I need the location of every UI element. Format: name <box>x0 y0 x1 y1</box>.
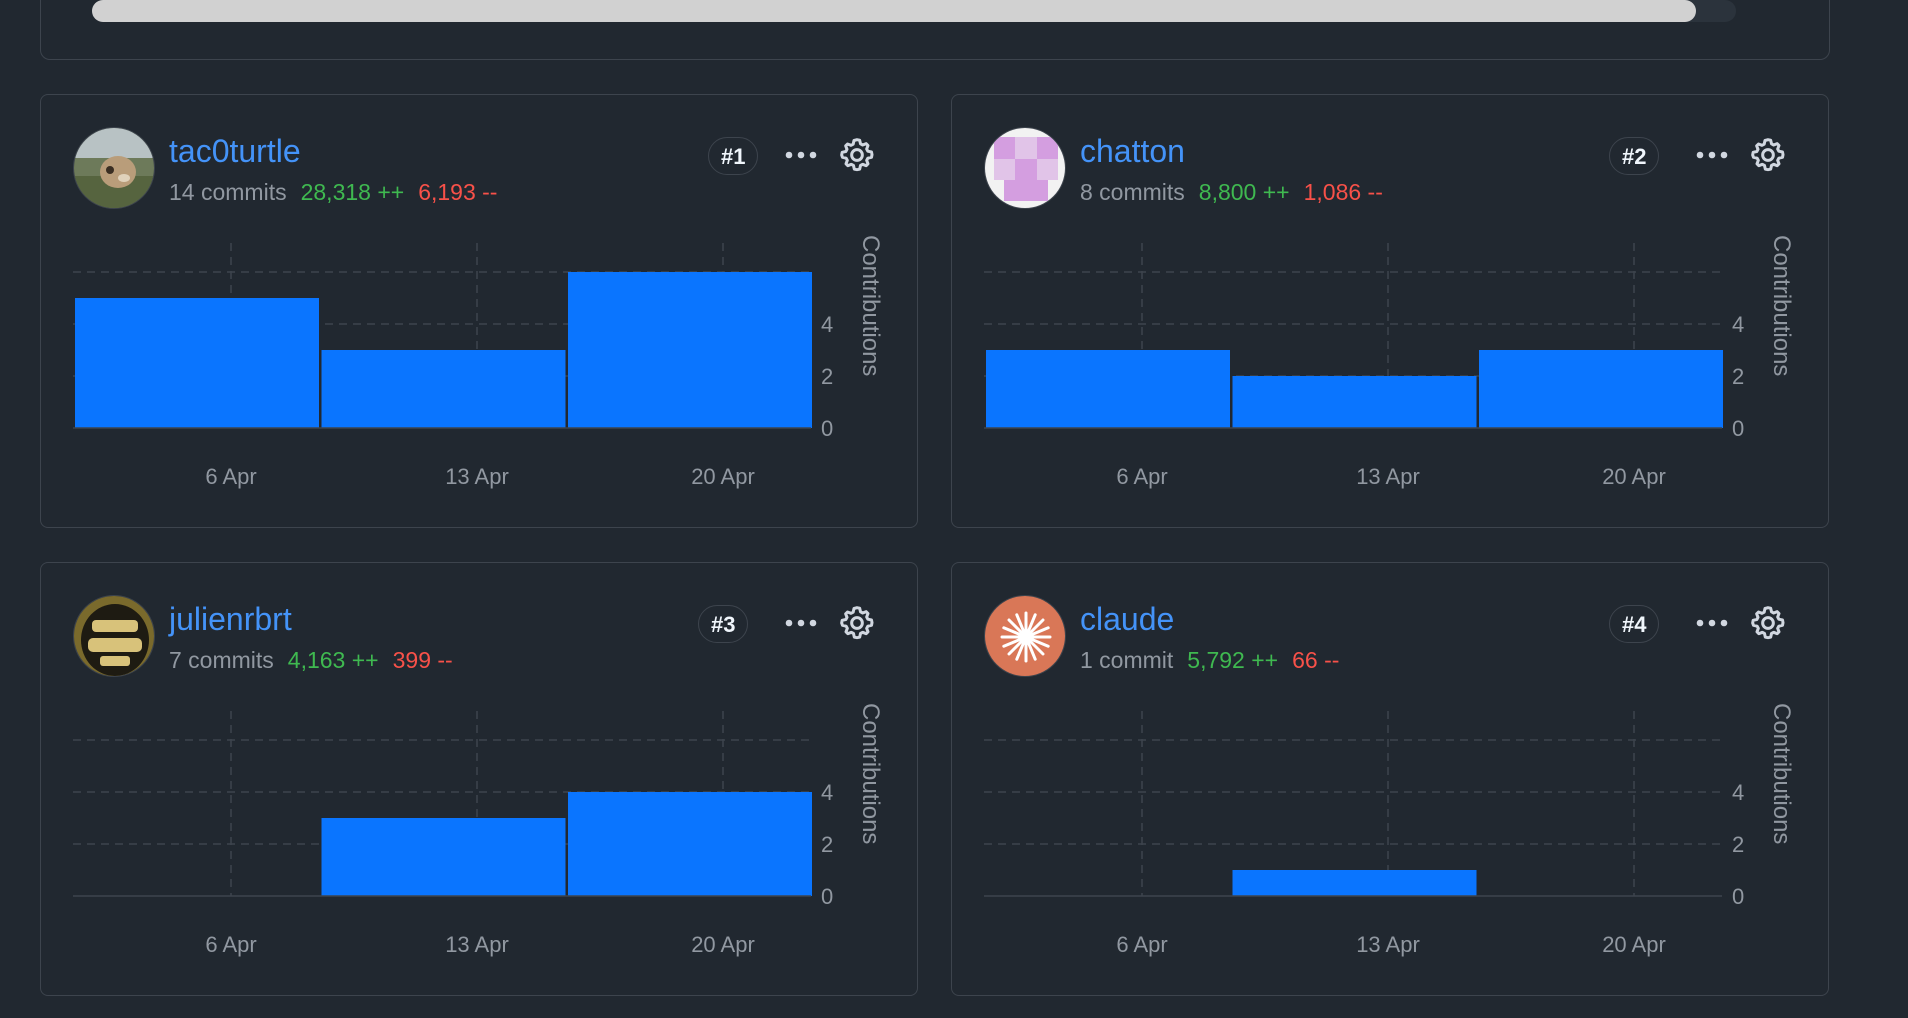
contribution-bar[interactable] <box>1479 350 1723 428</box>
y-tick-label: 0 <box>821 416 833 441</box>
contributor-card: julienrbrt 7 commits 4,163 ++ 399 -- #3 0 2 4 6 … <box>40 562 918 996</box>
username-link[interactable]: julienrbrt <box>169 601 292 637</box>
gear-icon[interactable] <box>837 135 877 175</box>
gear-icon[interactable] <box>1748 603 1788 643</box>
contribution-bar[interactable] <box>1232 376 1477 428</box>
y-tick-label: 4 <box>1732 312 1744 337</box>
additions-count: 8,800 ++ <box>1198 179 1290 205</box>
rank-badge: #3 <box>698 605 749 643</box>
contributions-chart: 0 2 4 6 Apr 13 Apr 20 Apr Contributions <box>984 235 1795 489</box>
y-tick-label: 2 <box>821 364 833 389</box>
x-tick-label: 6 Apr <box>1116 932 1167 957</box>
additions-count: 4,163 ++ <box>287 647 379 673</box>
contribution-bar[interactable] <box>75 298 319 428</box>
commit-stats: 7 commits 4,163 ++ 399 -- <box>169 647 453 674</box>
kebab-horizontal-icon[interactable] <box>1692 137 1732 173</box>
y-tick-label: 4 <box>821 312 833 337</box>
rank-badge: #2 <box>1609 137 1660 175</box>
deletions-count: 399 -- <box>392 647 453 673</box>
x-tick-label: 13 Apr <box>1356 932 1420 957</box>
y-tick-label: 0 <box>1732 416 1744 441</box>
x-tick-label: 20 Apr <box>691 932 755 957</box>
y-tick-label: 0 <box>821 884 833 909</box>
commit-count[interactable]: 8 commits <box>1080 179 1185 205</box>
contributions-chart: 0 2 4 6 Apr 13 Apr 20 Apr Contributions <box>73 235 884 489</box>
y-axis-label: Contributions <box>1768 235 1795 376</box>
kebab-horizontal-icon[interactable] <box>781 605 821 641</box>
y-tick-label: 2 <box>1732 364 1744 389</box>
y-tick-label: 2 <box>821 832 833 857</box>
kebab-horizontal-icon[interactable] <box>1692 605 1732 641</box>
x-tick-label: 13 Apr <box>1356 464 1420 489</box>
username-link[interactable]: chatton <box>1080 133 1185 169</box>
y-tick-label: 2 <box>1732 832 1744 857</box>
kebab-horizontal-icon[interactable] <box>781 137 821 173</box>
rank-badge: #1 <box>708 137 759 175</box>
contributions-chart: 0 2 4 6 Apr 13 Apr 20 Apr Contributions <box>73 703 884 957</box>
contributor-card: chatton 8 commits 8,800 ++ 1,086 -- #2 0 2 4 6 A… <box>951 94 1829 528</box>
commit-count[interactable]: 7 commits <box>169 647 274 673</box>
y-axis-label: Contributions <box>857 703 884 844</box>
y-tick-label: 0 <box>1732 884 1744 909</box>
x-tick-label: 20 Apr <box>691 464 755 489</box>
contribution-bar[interactable] <box>986 350 1230 428</box>
rank-badge: #4 <box>1609 605 1660 643</box>
gear-icon[interactable] <box>837 603 877 643</box>
horizontal-scrollbar[interactable] <box>92 0 1736 22</box>
username-link[interactable]: claude <box>1080 601 1175 637</box>
previous-panel <box>40 0 1830 60</box>
y-tick-label: 4 <box>821 780 833 805</box>
commit-count[interactable]: 14 commits <box>169 179 287 205</box>
x-tick-label: 6 Apr <box>205 932 256 957</box>
deletions-count: 66 -- <box>1292 647 1340 673</box>
deletions-count: 1,086 -- <box>1303 179 1383 205</box>
x-tick-label: 13 Apr <box>445 464 509 489</box>
contributor-card: claude 1 commit 5,792 ++ 66 -- #4 0 2 4 6 Apr 13 … <box>951 562 1829 996</box>
contributions-chart: 0 2 4 6 Apr 13 Apr 20 Apr Contributions <box>984 703 1795 957</box>
commit-count[interactable]: 1 commit <box>1080 647 1174 673</box>
scrollbar-thumb[interactable] <box>92 0 1696 22</box>
y-axis-label: Contributions <box>857 235 884 376</box>
additions-count: 5,792 ++ <box>1187 647 1279 673</box>
x-tick-label: 6 Apr <box>1116 464 1167 489</box>
x-tick-label: 6 Apr <box>205 464 256 489</box>
commit-stats: 14 commits 28,318 ++ 6,193 -- <box>169 179 497 206</box>
contribution-bar[interactable] <box>1232 870 1477 896</box>
y-tick-label: 4 <box>1732 780 1744 805</box>
x-tick-label: 13 Apr <box>445 932 509 957</box>
contribution-bar[interactable] <box>321 350 566 428</box>
avatar[interactable] <box>984 595 1066 677</box>
deletions-count: 6,193 -- <box>418 179 498 205</box>
contribution-bar[interactable] <box>321 818 566 896</box>
contribution-bar[interactable] <box>568 792 812 896</box>
contributor-card: tac0turtle 14 commits 28,318 ++ 6,193 -- #1 0… <box>40 94 918 528</box>
y-axis-label: Contributions <box>1768 703 1795 844</box>
avatar[interactable] <box>73 595 155 677</box>
avatar[interactable] <box>984 127 1066 209</box>
x-tick-label: 20 Apr <box>1602 932 1666 957</box>
x-tick-label: 20 Apr <box>1602 464 1666 489</box>
username-link[interactable]: tac0turtle <box>169 133 301 169</box>
gear-icon[interactable] <box>1748 135 1788 175</box>
commit-stats: 8 commits 8,800 ++ 1,086 -- <box>1080 179 1383 206</box>
contribution-bar[interactable] <box>568 272 812 428</box>
additions-count: 28,318 ++ <box>300 179 405 205</box>
commit-stats: 1 commit 5,792 ++ 66 -- <box>1080 647 1339 674</box>
